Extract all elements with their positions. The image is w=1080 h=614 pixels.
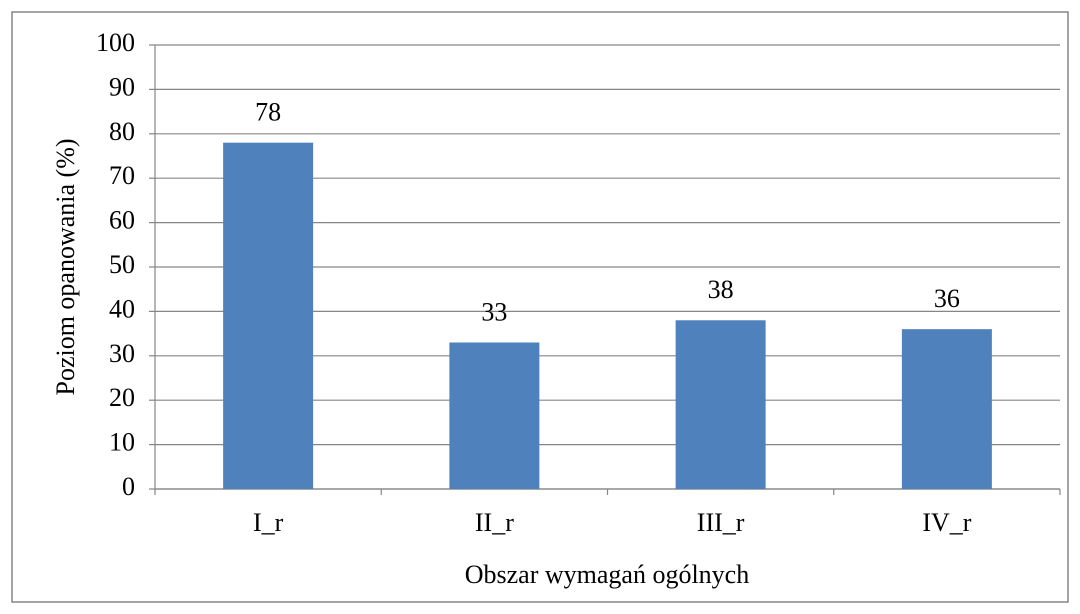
bar — [449, 342, 540, 489]
bar — [223, 142, 314, 489]
y-tick-label: 90 — [109, 72, 135, 101]
x-tick-label: III_r — [697, 508, 745, 537]
data-label: 36 — [934, 284, 960, 313]
x-tick-label: IV_r — [922, 508, 971, 537]
y-tick-label: 30 — [109, 339, 135, 368]
y-tick-label: 70 — [109, 161, 135, 190]
x-tick-label: I_r — [253, 508, 284, 537]
y-axis-title: Poziom opanowania (%) — [51, 138, 80, 395]
y-tick-label: 60 — [109, 206, 135, 235]
y-tick-label: 50 — [109, 250, 135, 279]
x-tick-label: II_r — [475, 508, 514, 537]
y-tick-label: 80 — [109, 117, 135, 146]
y-tick-label: 20 — [109, 383, 135, 412]
data-label: 33 — [481, 297, 507, 326]
y-tick-label: 40 — [109, 294, 135, 323]
bar — [675, 320, 766, 489]
data-label: 38 — [708, 275, 734, 304]
x-axis-title: Obszar wymagań ogólnych — [465, 560, 749, 589]
y-tick-label: 10 — [109, 428, 135, 457]
chart-border — [11, 11, 1069, 603]
data-label: 78 — [255, 98, 281, 127]
y-tick-label: 100 — [96, 28, 135, 57]
y-tick-label: 0 — [122, 472, 135, 501]
bar — [901, 329, 992, 489]
